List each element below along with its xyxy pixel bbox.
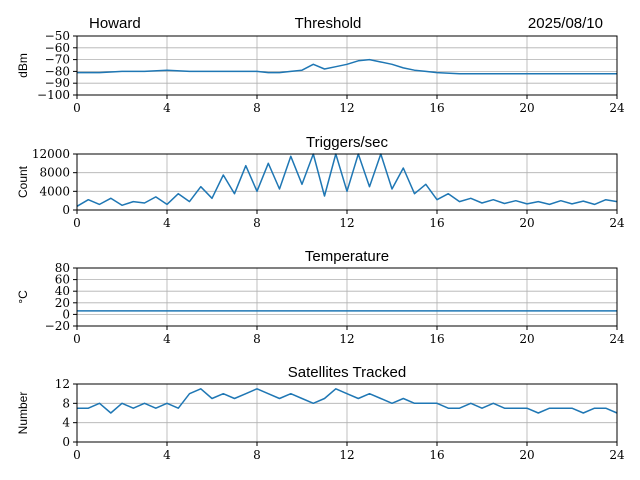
threshold-ytick-label-3: −70 [45, 53, 70, 67]
threshold-ylabel: dBm [16, 53, 30, 78]
satellites-title: Satellites Tracked [288, 364, 406, 381]
satellites-xtick-label-5: 20 [519, 448, 534, 462]
temperature-xtick-label-3: 12 [339, 332, 354, 346]
threshold-xtick-label-2: 8 [253, 101, 261, 115]
satellites-series-line [77, 388, 618, 414]
triggers-xtick-label-4: 16 [429, 216, 444, 230]
temperature-xtick-label-1: 4 [163, 332, 171, 346]
threshold-xtick-label-1: 4 [163, 101, 171, 115]
temperature-ytick-label-3: 40 [55, 284, 70, 298]
threshold-title: Threshold [295, 15, 362, 32]
temperature-xtick-label-5: 20 [519, 332, 534, 346]
threshold-ytick-label-2: −80 [45, 64, 70, 78]
threshold-ytick-label-4: −60 [45, 41, 70, 55]
triggers-xtick-label-2: 8 [253, 216, 261, 230]
temperature-ytick-label-4: 60 [55, 273, 70, 287]
threshold-xtick-label-6: 24 [609, 101, 625, 115]
temperature-ytick-label-5: 80 [55, 261, 70, 275]
station-label: Howard [89, 15, 141, 32]
threshold-xtick-label-4: 16 [429, 101, 444, 115]
triggers-xtick-label-3: 12 [339, 216, 354, 230]
triggers-xtick-label-1: 4 [163, 216, 171, 230]
triggers-ytick-label-3: 12000 [32, 147, 70, 161]
satellites-xtick-label-4: 16 [429, 448, 444, 462]
triggers-xtick-label-0: 0 [73, 216, 81, 230]
triggers-xtick-label-5: 20 [519, 216, 534, 230]
satellites-ytick-label-0: 0 [62, 435, 70, 449]
satellites-xtick-label-0: 0 [73, 448, 81, 462]
temperature-ytick-label-0: −20 [45, 319, 70, 333]
temperature-xtick-label-0: 0 [73, 332, 81, 346]
satellites-xtick-label-6: 24 [609, 448, 625, 462]
threshold-xtick-label-3: 12 [339, 101, 354, 115]
triggers-ytick-label-2: 8000 [39, 166, 70, 180]
threshold-ytick-label-1: −90 [45, 76, 70, 90]
temperature-ylabel: °C [16, 290, 30, 304]
triggers-title: Triggers/sec [306, 134, 388, 151]
temperature-xtick-label-2: 8 [253, 332, 261, 346]
triggers-series-line [76, 153, 618, 207]
satellites-ytick-label-3: 12 [55, 377, 70, 391]
panel-satellites: 0 4 8 12 16 20 24 0 4 8 12 Satellites Tracked Number [16, 364, 625, 462]
satellites-ytick-label-1: 4 [62, 416, 70, 430]
threshold-series-line [77, 58, 617, 75]
satellites-xtick-label-1: 4 [163, 448, 171, 462]
temperature-xtick-label-4: 16 [429, 332, 444, 346]
date-label: 2025/08/10 [528, 15, 603, 32]
triggers-xtick-label-6: 24 [609, 216, 625, 230]
temperature-ytick-label-1: 0 [62, 307, 70, 321]
threshold-ytick-label-5: −50 [45, 29, 70, 43]
triggers-ytick-label-1: 4000 [39, 184, 70, 198]
triggers-ylabel: Count [16, 165, 30, 198]
threshold-ytick-label-0: −100 [37, 88, 70, 102]
triggers-ytick-label-0: 0 [62, 203, 70, 217]
satellites-ylabel: Number [16, 392, 30, 435]
satellites-ytick-label-2: 8 [62, 396, 70, 410]
temperature-title: Temperature [305, 248, 389, 265]
satellites-xtick-label-2: 8 [253, 448, 261, 462]
panel-threshold: 0 4 8 12 16 20 24 −100−90−80−70−60−50 dBm [16, 29, 625, 115]
temperature-ytick-label-2: 20 [55, 296, 70, 310]
threshold-xtick-label-5: 20 [519, 101, 534, 115]
satellites-xtick-label-3: 12 [339, 448, 354, 462]
temperature-xtick-label-6: 24 [609, 332, 625, 346]
panel-triggers: 0 4 8 12 16 20 24 0 4000 8000 12000 Triggers/sec Cou… [16, 134, 625, 230]
threshold-xtick-label-0: 0 [73, 101, 81, 115]
